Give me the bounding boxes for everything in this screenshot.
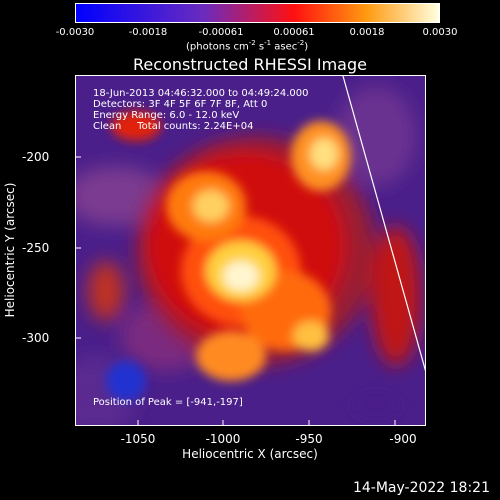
colorbar-tick-label: -0.00061 [198,27,244,38]
annotation-energy: Energy Range: 6.0 - 12.0 keV [93,110,240,121]
y-tick-label: -300 [22,331,50,345]
y-axis-label: Heliocentric Y (arcsec) [3,182,17,318]
colorbar-tick-label: 0.0030 [422,27,458,38]
colorbar [75,3,440,23]
rhessi-image [75,75,426,426]
colorbar-units: (photons cm-2 s-1 asec-2) [186,39,309,53]
y-tick-label: -250 [22,241,50,255]
x-tick-label: -950 [295,432,323,446]
footer-timestamp: 14-May-2022 18:21 [352,480,490,496]
x-tick-label: -1000 [205,432,241,446]
colorbar-tick-label: -0.0018 [128,27,168,38]
annotation-peak: Position of Peak = [-941,-197] [93,397,243,408]
colorbar-tick-label: 0.00061 [273,27,315,38]
colorbar-tick-label: -0.0030 [55,27,95,38]
annotation-time: 18-Jun-2013 04:46:32.000 to 04:49:24.000 [93,88,309,99]
x-axis-label: Heliocentric X (arcsec) [182,447,318,461]
x-tick-label: -1050 [120,432,156,446]
heatmap [76,76,425,425]
colorbar-tick-label: 0.0018 [349,27,385,38]
annotation-clean: Clean Total counts: 2.24E+04 [93,121,254,132]
limb-line [342,76,425,372]
y-tick-label: -200 [22,150,50,164]
annotation-detectors: Detectors: 3F 4F 5F 6F 7F 8F, Att 0 [93,99,268,110]
image-title: Reconstructed RHESSI Image [133,55,367,74]
x-tick-label: -900 [389,432,417,446]
